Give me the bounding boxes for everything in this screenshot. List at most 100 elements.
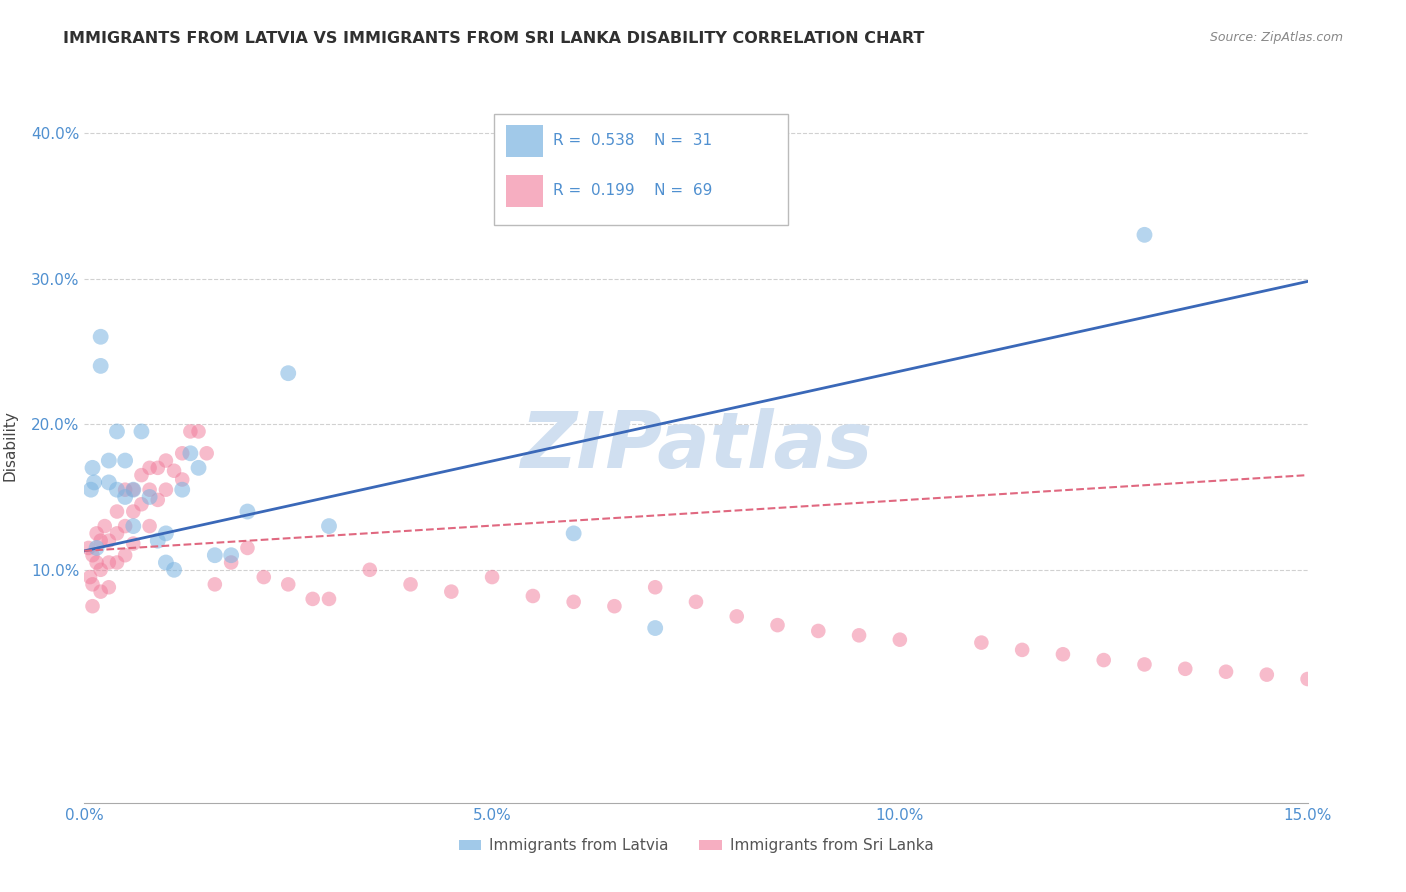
Point <box>146 533 169 548</box>
FancyBboxPatch shape <box>506 175 543 207</box>
Point <box>90 563 112 577</box>
Point <box>93 519 115 533</box>
Point <box>318 519 340 533</box>
Point <box>114 490 136 504</box>
Point <box>138 519 160 533</box>
Point <box>82 599 104 614</box>
Point <box>318 591 340 606</box>
Point <box>138 490 160 504</box>
Point <box>90 584 112 599</box>
Point <box>562 595 585 609</box>
Point <box>105 483 128 497</box>
Point <box>122 536 145 550</box>
Point <box>138 460 160 475</box>
Point <box>105 504 128 518</box>
Point <box>86 556 108 570</box>
Point <box>204 577 226 591</box>
Point <box>725 609 748 624</box>
Point <box>204 548 226 562</box>
Point <box>114 453 136 467</box>
Point <box>848 628 870 642</box>
Point <box>219 556 242 570</box>
Point <box>114 548 136 562</box>
Point <box>82 577 104 591</box>
Point <box>155 556 177 570</box>
Point <box>522 589 544 603</box>
Point <box>187 425 209 439</box>
Text: Source: ZipAtlas.com: Source: ZipAtlas.com <box>1209 31 1343 45</box>
Point <box>80 483 103 497</box>
Point <box>301 591 323 606</box>
Point <box>79 570 101 584</box>
Point <box>1296 672 1319 686</box>
Point <box>97 475 120 490</box>
Point <box>1215 665 1237 679</box>
Point <box>172 473 194 487</box>
Point <box>359 563 381 577</box>
Point <box>1133 657 1156 672</box>
Point <box>440 584 463 599</box>
Text: IMMIGRANTS FROM LATVIA VS IMMIGRANTS FROM SRI LANKA DISABILITY CORRELATION CHART: IMMIGRANTS FROM LATVIA VS IMMIGRANTS FRO… <box>63 31 925 46</box>
Y-axis label: Disability: Disability <box>3 410 17 482</box>
Point <box>122 483 145 497</box>
Point <box>90 330 112 344</box>
Point <box>1337 676 1360 690</box>
Point <box>114 483 136 497</box>
Point <box>807 624 830 638</box>
Point <box>253 570 276 584</box>
Point <box>131 497 153 511</box>
Point <box>155 483 177 497</box>
Point <box>155 453 177 467</box>
Point <box>172 446 194 460</box>
Point <box>83 475 105 490</box>
Point <box>481 570 503 584</box>
Text: ZIPatlas: ZIPatlas <box>520 408 872 484</box>
Point <box>86 526 108 541</box>
Point <box>146 460 169 475</box>
Point <box>97 453 120 467</box>
Point <box>97 533 120 548</box>
Point <box>1133 227 1156 242</box>
Point <box>236 504 259 518</box>
Point <box>90 533 112 548</box>
Point <box>195 446 218 460</box>
Point <box>644 621 666 635</box>
Point <box>90 359 112 373</box>
Text: R =  0.199    N =  69: R = 0.199 N = 69 <box>553 183 713 198</box>
FancyBboxPatch shape <box>506 125 543 157</box>
Point <box>277 577 299 591</box>
Point <box>105 425 128 439</box>
Point <box>685 595 707 609</box>
Point <box>131 425 153 439</box>
Point <box>889 632 911 647</box>
Point <box>1011 643 1033 657</box>
Legend: Immigrants from Latvia, Immigrants from Sri Lanka: Immigrants from Latvia, Immigrants from … <box>453 832 939 859</box>
Point <box>219 548 242 562</box>
Point <box>105 526 128 541</box>
Point <box>1256 667 1278 681</box>
Point <box>122 519 145 533</box>
Point <box>1174 662 1197 676</box>
Point <box>163 563 186 577</box>
Point <box>1092 653 1115 667</box>
Point <box>97 580 120 594</box>
Point <box>122 504 145 518</box>
Point <box>562 526 585 541</box>
Point <box>236 541 259 555</box>
Point <box>138 483 160 497</box>
Point <box>399 577 422 591</box>
Point <box>146 492 169 507</box>
Point <box>97 556 120 570</box>
Point <box>163 464 186 478</box>
Point <box>187 460 209 475</box>
Point <box>766 618 789 632</box>
Point <box>603 599 626 614</box>
Point <box>644 580 666 594</box>
Point <box>1052 647 1074 661</box>
Point <box>122 483 145 497</box>
Point <box>114 519 136 533</box>
Point <box>105 556 128 570</box>
Point <box>179 446 201 460</box>
Point <box>179 425 201 439</box>
Point <box>131 468 153 483</box>
